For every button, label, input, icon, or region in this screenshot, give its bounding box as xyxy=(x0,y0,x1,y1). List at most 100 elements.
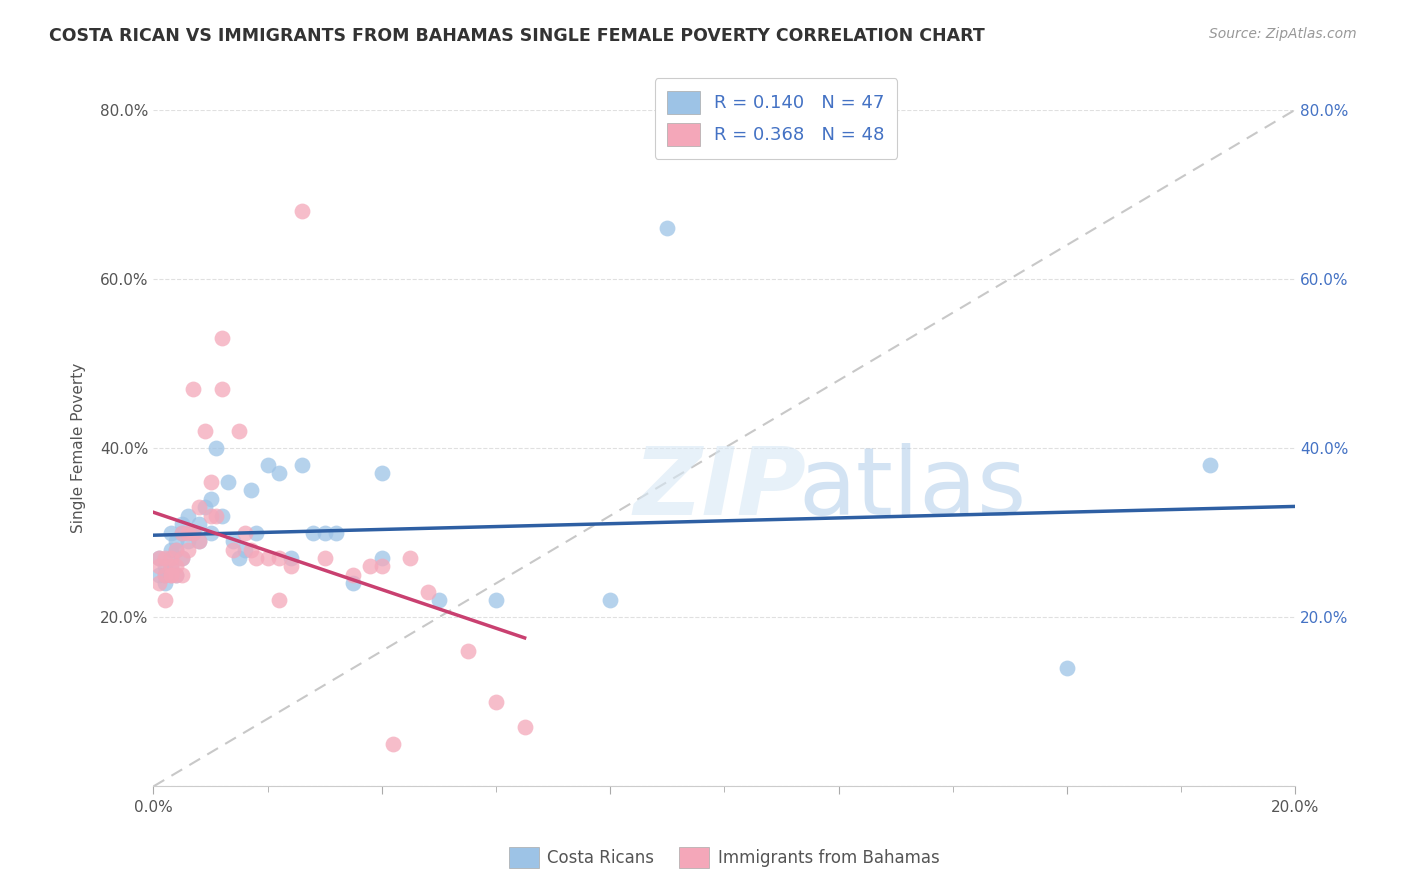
Point xyxy=(291,458,314,472)
Point xyxy=(222,534,245,549)
Point xyxy=(371,551,394,566)
Point xyxy=(165,567,187,582)
Text: atlas: atlas xyxy=(799,442,1026,534)
Point xyxy=(183,525,205,540)
Point xyxy=(205,441,228,455)
Point xyxy=(280,559,302,574)
Point xyxy=(233,525,256,540)
Point xyxy=(485,695,508,709)
Point xyxy=(599,593,621,607)
Point xyxy=(188,534,211,549)
Point xyxy=(188,517,211,532)
Point xyxy=(165,542,187,557)
Point xyxy=(269,467,291,481)
Point xyxy=(371,467,394,481)
Point xyxy=(359,559,381,574)
Point xyxy=(382,737,405,751)
Point xyxy=(245,525,267,540)
Point xyxy=(159,567,181,582)
Point xyxy=(211,508,233,523)
Point xyxy=(269,551,291,566)
Point xyxy=(194,500,217,515)
Y-axis label: Single Female Poverty: Single Female Poverty xyxy=(72,363,86,533)
Point xyxy=(153,576,176,591)
Point xyxy=(314,551,336,566)
Point xyxy=(170,517,193,532)
Point xyxy=(170,525,193,540)
Point xyxy=(188,534,211,549)
Point xyxy=(153,593,176,607)
Legend: Costa Ricans, Immigrants from Bahamas: Costa Ricans, Immigrants from Bahamas xyxy=(502,840,946,875)
Point xyxy=(280,551,302,566)
Point xyxy=(194,424,217,438)
Point xyxy=(177,508,200,523)
Point xyxy=(1198,458,1220,472)
Point xyxy=(177,534,200,549)
Point xyxy=(148,567,170,582)
Point xyxy=(200,491,222,506)
Point xyxy=(239,483,262,498)
Point xyxy=(159,551,181,566)
Legend: R = 0.140   N = 47, R = 0.368   N = 48: R = 0.140 N = 47, R = 0.368 N = 48 xyxy=(655,78,897,159)
Point xyxy=(148,551,170,566)
Point xyxy=(153,551,176,566)
Point xyxy=(233,542,256,557)
Point xyxy=(159,559,181,574)
Point xyxy=(159,542,181,557)
Point xyxy=(239,542,262,557)
Point xyxy=(416,584,439,599)
Point xyxy=(657,221,679,235)
Point xyxy=(170,525,193,540)
Point xyxy=(1056,661,1078,675)
Point xyxy=(159,551,181,566)
Point xyxy=(399,551,422,566)
Point xyxy=(291,204,314,219)
Text: Source: ZipAtlas.com: Source: ZipAtlas.com xyxy=(1209,27,1357,41)
Point xyxy=(269,593,291,607)
Text: COSTA RICAN VS IMMIGRANTS FROM BAHAMAS SINGLE FEMALE POVERTY CORRELATION CHART: COSTA RICAN VS IMMIGRANTS FROM BAHAMAS S… xyxy=(49,27,986,45)
Point xyxy=(165,542,187,557)
Point xyxy=(211,331,233,345)
Point xyxy=(159,567,181,582)
Point xyxy=(217,475,239,489)
Point xyxy=(200,508,222,523)
Point xyxy=(342,567,364,582)
Point xyxy=(177,542,200,557)
Text: ZIP: ZIP xyxy=(633,442,806,534)
Point xyxy=(513,720,536,734)
Point xyxy=(170,567,193,582)
Point xyxy=(485,593,508,607)
Point xyxy=(245,551,267,566)
Point xyxy=(188,500,211,515)
Point xyxy=(228,551,250,566)
Point xyxy=(342,576,364,591)
Point xyxy=(183,525,205,540)
Point xyxy=(183,382,205,396)
Point xyxy=(148,576,170,591)
Point xyxy=(159,559,181,574)
Point xyxy=(153,567,176,582)
Point xyxy=(148,551,170,566)
Point xyxy=(228,424,250,438)
Point xyxy=(222,542,245,557)
Point xyxy=(148,559,170,574)
Point xyxy=(170,551,193,566)
Point xyxy=(170,551,193,566)
Point xyxy=(256,551,278,566)
Point xyxy=(200,525,222,540)
Point xyxy=(205,508,228,523)
Point xyxy=(177,525,200,540)
Point xyxy=(371,559,394,574)
Point xyxy=(165,567,187,582)
Point xyxy=(314,525,336,540)
Point xyxy=(159,525,181,540)
Point xyxy=(165,559,187,574)
Point xyxy=(325,525,347,540)
Point xyxy=(457,644,479,658)
Point xyxy=(302,525,325,540)
Point xyxy=(427,593,450,607)
Point xyxy=(153,567,176,582)
Point xyxy=(153,559,176,574)
Point xyxy=(165,534,187,549)
Point xyxy=(211,382,233,396)
